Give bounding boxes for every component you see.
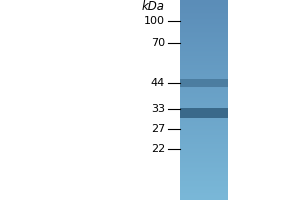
Bar — [180, 108, 228, 118]
Text: 100: 100 — [144, 16, 165, 26]
Text: 33: 33 — [151, 104, 165, 114]
Text: 22: 22 — [151, 144, 165, 154]
Text: 27: 27 — [151, 124, 165, 134]
Text: kDa: kDa — [142, 0, 165, 14]
Bar — [180, 79, 228, 87]
Text: 70: 70 — [151, 38, 165, 48]
Text: 44: 44 — [151, 78, 165, 88]
